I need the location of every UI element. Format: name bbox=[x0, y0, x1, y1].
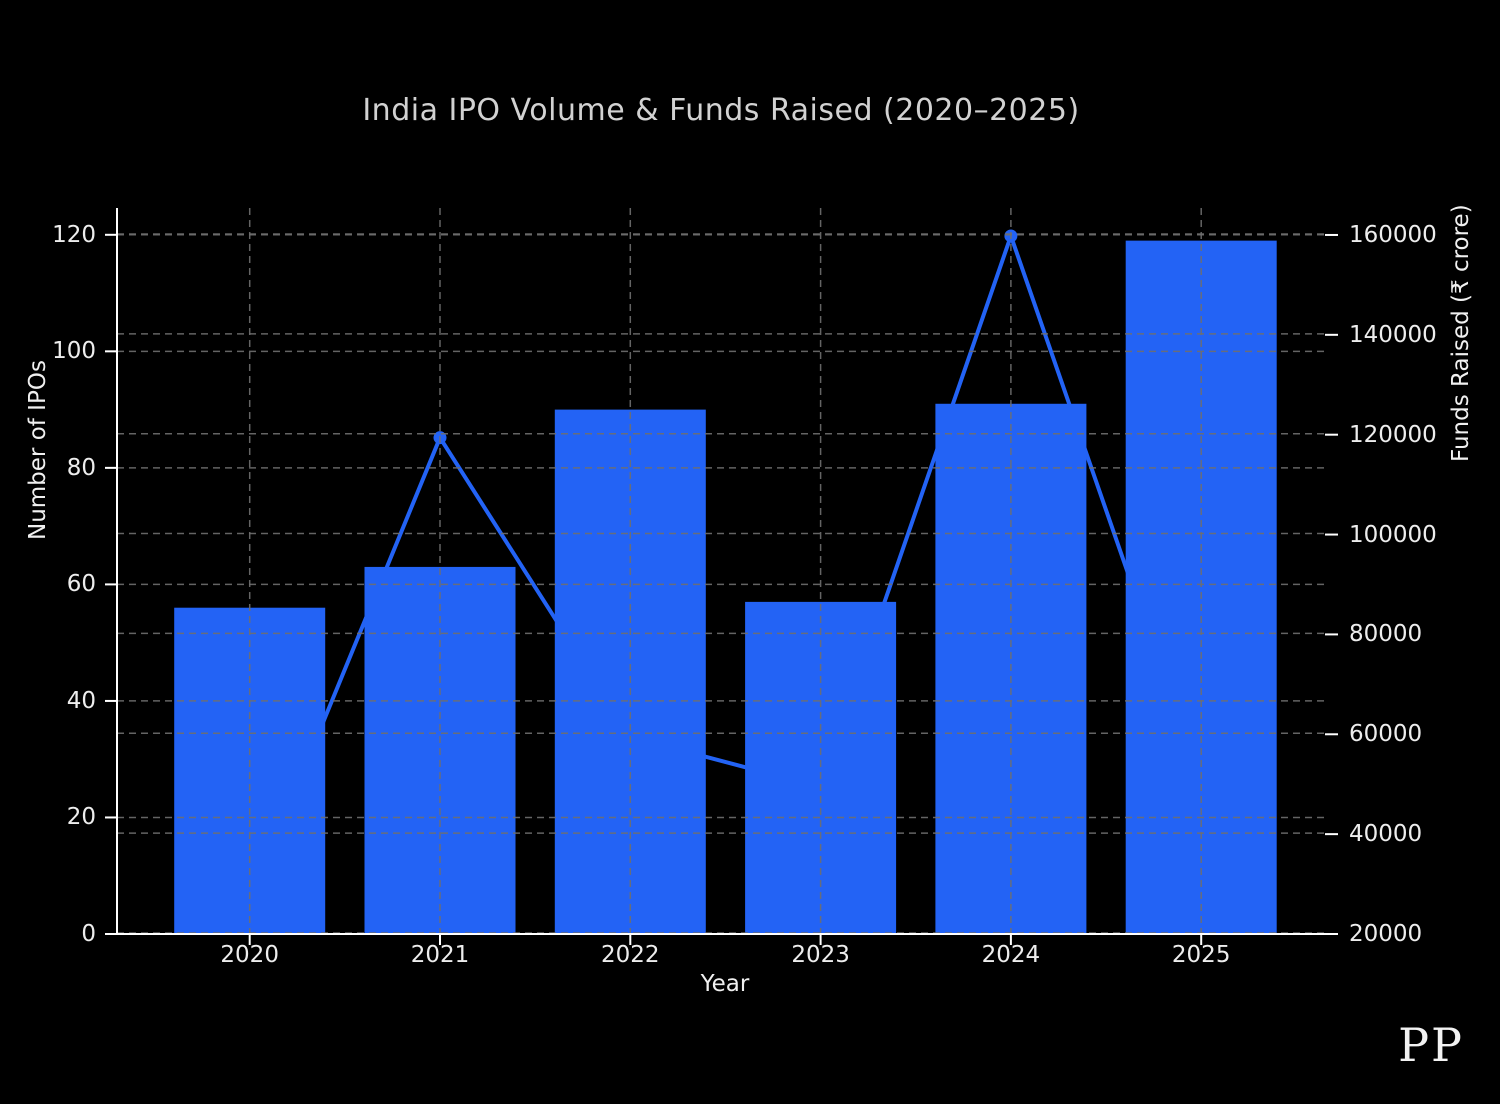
watermark-logo: PP bbox=[1398, 1018, 1464, 1072]
x-tick-label: 2022 bbox=[601, 942, 660, 968]
y-right-tick-label: 40000 bbox=[1349, 821, 1423, 848]
y-left-tick-label: 100 bbox=[52, 338, 96, 365]
y-left-tick-label: 0 bbox=[81, 921, 96, 947]
y-left-tick-label: 120 bbox=[52, 221, 96, 248]
x-tick-label: 2021 bbox=[410, 942, 470, 968]
chart-title: India IPO Volume & Funds Raised (2020–20… bbox=[362, 93, 1080, 128]
y-left-tick-label: 80 bbox=[66, 454, 96, 481]
ipo-count-bar-2020 bbox=[174, 607, 326, 934]
x-tick-label: 2025 bbox=[1171, 942, 1231, 968]
funds-raised-line bbox=[247, 233, 1204, 902]
x-axis-title: Year bbox=[700, 971, 750, 997]
y-right-tick-label: 120000 bbox=[1349, 421, 1437, 448]
y-right-tick-label: 140000 bbox=[1349, 321, 1437, 348]
y-right-tick-label: 60000 bbox=[1349, 721, 1423, 748]
y-right-tick-label: 160000 bbox=[1349, 221, 1437, 248]
y-right-tick-label: 100000 bbox=[1349, 521, 1437, 548]
y-right-tick-label: 80000 bbox=[1349, 621, 1423, 648]
y-right-tick-label: 20000 bbox=[1349, 921, 1423, 947]
x-tick-label: 2024 bbox=[981, 942, 1041, 968]
x-tick-label: 2023 bbox=[791, 942, 850, 968]
y-left-tick-label: 20 bbox=[66, 804, 96, 831]
y-left-tick-label: 60 bbox=[66, 571, 96, 598]
y-left-tick-label: 40 bbox=[66, 687, 96, 714]
x-tick-label: 2020 bbox=[220, 942, 279, 968]
